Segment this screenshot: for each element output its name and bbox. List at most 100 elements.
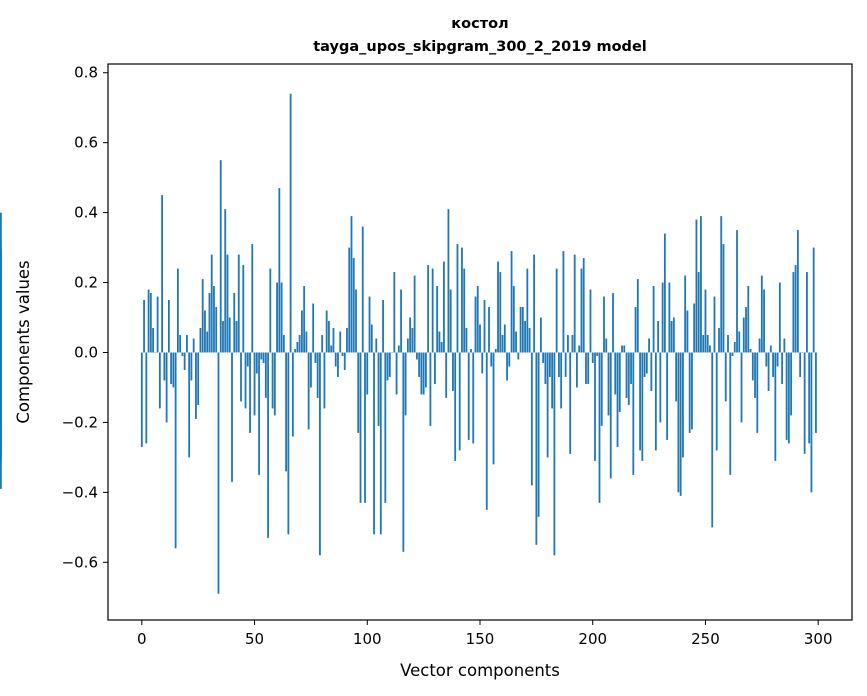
bar-176 bbox=[537, 352, 540, 517]
bar-222 bbox=[641, 352, 644, 461]
bar-186 bbox=[560, 352, 563, 409]
bar-80 bbox=[321, 335, 324, 353]
bar-33 bbox=[215, 307, 218, 353]
bar-228 bbox=[654, 352, 657, 451]
bar-88 bbox=[339, 331, 342, 353]
bar-183 bbox=[553, 352, 556, 556]
bar-200 bbox=[591, 352, 594, 363]
bar-125 bbox=[422, 352, 425, 395]
bar-118 bbox=[406, 338, 409, 353]
bar-294 bbox=[803, 352, 806, 454]
bar-83 bbox=[328, 321, 330, 353]
bar-157 bbox=[494, 348, 497, 353]
bar-265 bbox=[738, 331, 741, 353]
bar-97 bbox=[359, 352, 362, 503]
bar-173 bbox=[530, 352, 533, 486]
bar-224 bbox=[645, 352, 648, 374]
x-tick-label-200: 200 bbox=[578, 630, 607, 648]
bar-167 bbox=[517, 352, 520, 360]
bar-68 bbox=[294, 348, 297, 353]
bar-45 bbox=[242, 265, 245, 353]
bar-112 bbox=[393, 272, 396, 353]
bar-154 bbox=[488, 307, 490, 353]
bar-67 bbox=[291, 352, 294, 437]
y-tick-label-4: 0.2 bbox=[74, 274, 98, 292]
bar-47 bbox=[246, 352, 249, 367]
bar-193 bbox=[576, 352, 578, 388]
x-tick-label-50: 50 bbox=[245, 630, 264, 648]
bar-174 bbox=[533, 254, 536, 353]
bar-254 bbox=[713, 296, 716, 353]
bar-15 bbox=[174, 352, 177, 549]
bar-189 bbox=[567, 335, 569, 353]
bar-53 bbox=[260, 352, 263, 360]
bar-41 bbox=[233, 293, 236, 353]
bar-18 bbox=[181, 352, 184, 356]
bar-221 bbox=[639, 352, 641, 451]
bar-282 bbox=[776, 352, 779, 367]
bar-247 bbox=[697, 272, 700, 353]
bar-156 bbox=[492, 352, 495, 465]
bar-54 bbox=[262, 352, 265, 363]
bar-126 bbox=[424, 352, 427, 388]
bar-287 bbox=[787, 352, 790, 444]
bar-117 bbox=[404, 352, 407, 416]
bar-2 bbox=[145, 352, 148, 444]
bar-288 bbox=[790, 352, 793, 416]
bar-61 bbox=[278, 188, 281, 353]
bar-96 bbox=[357, 352, 360, 433]
bar-71 bbox=[300, 310, 303, 353]
bar-99 bbox=[364, 352, 366, 503]
bar-209 bbox=[612, 293, 614, 353]
bar-144 bbox=[465, 328, 468, 353]
bar-58 bbox=[271, 352, 274, 409]
bar-64 bbox=[285, 352, 288, 472]
bar-257 bbox=[720, 216, 723, 353]
bar-215 bbox=[625, 352, 628, 398]
bar-291 bbox=[796, 230, 799, 353]
bar-84 bbox=[330, 345, 333, 353]
bar-87 bbox=[337, 352, 339, 377]
bar-206 bbox=[605, 338, 608, 353]
bar-239 bbox=[679, 352, 682, 496]
bar-1 bbox=[143, 300, 145, 353]
bar-24 bbox=[195, 352, 197, 419]
bar-210 bbox=[614, 352, 617, 395]
bar-135 bbox=[445, 352, 448, 398]
bar-104 bbox=[375, 338, 378, 353]
bar-223 bbox=[643, 352, 646, 377]
bar-70 bbox=[298, 335, 301, 353]
bar-229 bbox=[657, 321, 660, 353]
bar-39 bbox=[228, 317, 231, 353]
bar-230 bbox=[659, 352, 662, 423]
bar-140 bbox=[456, 244, 459, 353]
bar-75 bbox=[310, 352, 312, 388]
bar-220 bbox=[636, 279, 639, 353]
bar-94 bbox=[352, 258, 355, 353]
bar-120 bbox=[411, 328, 414, 353]
bar-260 bbox=[727, 335, 729, 353]
bar-92 bbox=[348, 247, 351, 353]
bar-124 bbox=[420, 352, 423, 395]
bar-series bbox=[0, 93, 817, 594]
bar-60 bbox=[276, 282, 278, 353]
bar-93 bbox=[350, 216, 353, 353]
bar-289 bbox=[792, 272, 795, 353]
bar-198 bbox=[587, 352, 590, 384]
bar-86 bbox=[334, 352, 337, 367]
bar-190 bbox=[569, 352, 572, 454]
bar-89 bbox=[341, 352, 344, 356]
x-tick-label-0: 0 bbox=[137, 630, 147, 648]
bar-23 bbox=[192, 338, 195, 353]
bar-196 bbox=[582, 258, 585, 353]
bar-149 bbox=[476, 286, 479, 353]
bar-261 bbox=[729, 352, 732, 475]
bar-166 bbox=[515, 331, 517, 353]
bar-270 bbox=[749, 348, 752, 353]
bar-108 bbox=[384, 352, 387, 503]
bar-46 bbox=[244, 352, 247, 409]
bar-40 bbox=[231, 352, 233, 482]
bar-236 bbox=[672, 317, 675, 353]
bar-158 bbox=[497, 261, 499, 353]
bar-43 bbox=[237, 254, 240, 353]
